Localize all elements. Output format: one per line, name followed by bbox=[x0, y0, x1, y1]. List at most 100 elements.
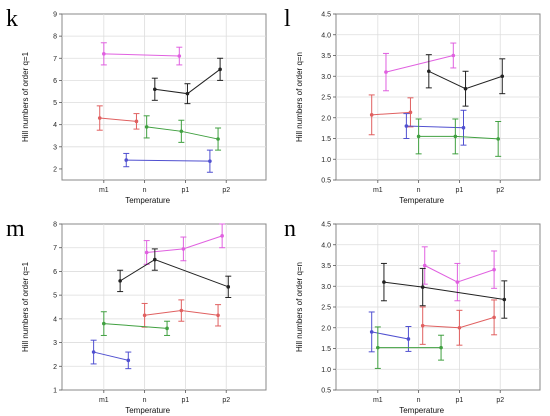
series-line bbox=[103, 323, 168, 329]
x-tick-label-p1: p1 bbox=[456, 397, 464, 404]
data-point bbox=[382, 280, 386, 284]
series-line bbox=[99, 117, 137, 122]
data-point bbox=[453, 134, 458, 139]
data-point bbox=[404, 124, 409, 128]
y-tick-label: 3 bbox=[53, 340, 57, 347]
series-magenta bbox=[421, 246, 498, 302]
plot-area bbox=[61, 13, 267, 181]
x-tick-label-p2: p2 bbox=[496, 397, 504, 404]
series-line bbox=[385, 55, 454, 73]
series-magenta bbox=[100, 42, 183, 66]
x-axis-title: Temperature bbox=[399, 196, 444, 205]
series-green bbox=[374, 326, 445, 369]
series-black bbox=[117, 248, 232, 299]
data-point bbox=[177, 54, 182, 58]
x-tick-label-m1: m1 bbox=[99, 397, 109, 404]
y-axis-title: Hill numbers of order q=n bbox=[295, 262, 304, 352]
y-tick-label: 4 bbox=[53, 316, 57, 323]
y-tick-label: 3 bbox=[53, 144, 57, 151]
data-point bbox=[144, 125, 149, 129]
data-point bbox=[216, 313, 220, 318]
data-point bbox=[179, 129, 184, 134]
x-tick-label-n: n bbox=[417, 397, 421, 404]
y-tick-label: 5 bbox=[53, 293, 57, 300]
panel-n: 0.5 1.0 1.5 2.0 2.5 3.0 3.5 4.0 4.5 m1 n p1 p2 Temper… bbox=[284, 216, 541, 415]
y-tick-label: 4.0 bbox=[321, 242, 331, 249]
data-point bbox=[439, 345, 443, 350]
data-point bbox=[144, 250, 149, 255]
data-point bbox=[420, 285, 425, 289]
y-tick-label: 3.0 bbox=[321, 74, 331, 81]
data-point bbox=[181, 247, 186, 251]
x-tick-label-m1: m1 bbox=[373, 397, 383, 404]
series-line bbox=[93, 351, 129, 361]
y-tick-label: 4.5 bbox=[321, 12, 331, 19]
y-tick-label: 4 bbox=[53, 122, 57, 129]
series-green bbox=[100, 311, 171, 336]
y-tick-label: 8 bbox=[53, 34, 57, 41]
data-point bbox=[376, 345, 380, 350]
series-red bbox=[419, 299, 498, 346]
data-point bbox=[185, 91, 190, 96]
x-tick-label-p1: p1 bbox=[182, 187, 190, 194]
data-point bbox=[427, 69, 431, 74]
x-tick-label-p2: p2 bbox=[222, 397, 230, 404]
series-green bbox=[143, 115, 222, 151]
data-point bbox=[463, 86, 468, 91]
y-tick-label: 1.0 bbox=[321, 157, 331, 164]
data-point bbox=[369, 113, 374, 117]
y-tick-label: 3.5 bbox=[321, 263, 331, 270]
data-point bbox=[492, 315, 496, 320]
panel-letter: k bbox=[6, 6, 18, 32]
series-black bbox=[380, 262, 508, 319]
series-blue bbox=[90, 339, 132, 370]
y-tick-label: 0.5 bbox=[321, 178, 331, 185]
y-tick-label: 7 bbox=[53, 245, 57, 252]
data-point bbox=[226, 285, 231, 289]
panel-letter: l bbox=[284, 6, 291, 32]
data-point bbox=[124, 158, 129, 162]
y-tick-label: 6 bbox=[53, 269, 57, 276]
x-tick-label-n: n bbox=[143, 187, 147, 194]
data-point bbox=[461, 125, 466, 130]
series-black bbox=[151, 57, 224, 105]
data-point bbox=[102, 52, 106, 56]
data-point bbox=[384, 70, 388, 74]
data-point bbox=[218, 67, 222, 72]
data-point bbox=[208, 159, 212, 163]
x-tick-label-p1: p1 bbox=[456, 187, 464, 194]
data-point bbox=[408, 110, 413, 115]
panel-k: 2 3 4 5 6 7 8 9 m1 n p1 p2 Temperature Hill numbers o… bbox=[6, 6, 267, 205]
series-red bbox=[141, 299, 222, 328]
y-tick-label: 2.0 bbox=[321, 115, 331, 122]
y-tick-label: 1 bbox=[53, 388, 57, 395]
data-point bbox=[153, 257, 157, 262]
data-point bbox=[369, 330, 374, 334]
data-point bbox=[420, 323, 425, 328]
data-point bbox=[496, 137, 500, 141]
y-tick-label: 2.0 bbox=[321, 325, 331, 332]
x-axis-title: Temperature bbox=[125, 406, 170, 415]
x-tick-label-m1: m1 bbox=[99, 187, 109, 194]
data-point bbox=[118, 279, 122, 283]
y-tick-label: 2.5 bbox=[321, 305, 331, 312]
x-axis-title: Temperature bbox=[125, 196, 170, 205]
series-magenta bbox=[382, 42, 457, 92]
series-black bbox=[425, 54, 506, 107]
series-red bbox=[96, 105, 140, 131]
data-point bbox=[451, 53, 456, 58]
data-point bbox=[102, 321, 106, 326]
series-red bbox=[368, 94, 414, 136]
y-tick-label: 5 bbox=[53, 100, 57, 107]
series-blue bbox=[403, 109, 467, 146]
panel-m: 1 2 3 4 5 6 7 8 m1 n p1 p2 Temperature Hill numbers o… bbox=[6, 216, 267, 415]
y-tick-label: 7 bbox=[53, 56, 57, 63]
y-tick-label: 3.0 bbox=[321, 284, 331, 291]
data-point bbox=[220, 234, 224, 238]
y-tick-label: 2 bbox=[53, 364, 57, 371]
y-axis-title: Hill numbers of order q=1 bbox=[21, 51, 30, 142]
x-tick-label-n: n bbox=[417, 187, 421, 194]
y-tick-label: 2 bbox=[53, 166, 57, 173]
y-axis-title: Hill numbers of order q=n bbox=[295, 52, 304, 142]
series-line bbox=[371, 111, 411, 116]
